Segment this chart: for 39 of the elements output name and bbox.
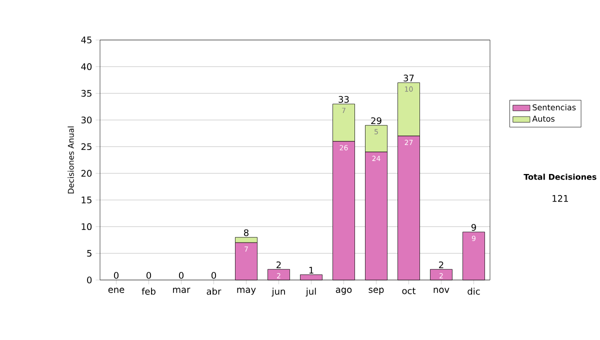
x-tick-label: mar bbox=[173, 288, 190, 293]
x-tick-label: ago bbox=[336, 288, 352, 295]
total-label: 9 bbox=[471, 224, 476, 231]
total-label: 0 bbox=[211, 272, 216, 279]
y-tick-label: 45 bbox=[81, 36, 92, 44]
total-label: 0 bbox=[114, 272, 119, 279]
text: Total Decisiones bbox=[524, 174, 596, 180]
y-tick-label: 25 bbox=[81, 143, 92, 150]
x-tick-label: feb bbox=[142, 288, 156, 295]
total-label: 0 bbox=[178, 272, 184, 279]
total-label: 2 bbox=[276, 261, 281, 268]
x-tick-label: oct bbox=[402, 288, 416, 294]
y-tick-label: 10 bbox=[82, 223, 92, 230]
y-tick-label: 0 bbox=[87, 276, 92, 284]
legend-label: Autos bbox=[532, 116, 555, 122]
total-label: 33 bbox=[338, 96, 349, 103]
total-label: 37 bbox=[404, 74, 414, 82]
x-tick-label: sep bbox=[368, 288, 384, 295]
x-tick-label: jun bbox=[272, 288, 285, 296]
total-label: 2 bbox=[439, 261, 444, 268]
y-tick-label: 5 bbox=[87, 250, 92, 257]
y-tick-label: 35 bbox=[81, 90, 92, 97]
x-tick-label: abr bbox=[206, 288, 222, 295]
text: 121 bbox=[552, 195, 568, 202]
y-tick-label: 20 bbox=[81, 170, 92, 177]
x-tick-label: jul bbox=[306, 288, 316, 296]
y-tick-label: 40 bbox=[81, 63, 92, 70]
total-label: 8 bbox=[244, 229, 249, 236]
x-tick-label: nov bbox=[434, 288, 450, 293]
total-label: 1 bbox=[309, 266, 314, 274]
x-tick-label: may bbox=[237, 288, 256, 295]
legend-label: Sentencias bbox=[532, 104, 576, 110]
y-tick-label: 15 bbox=[82, 196, 92, 204]
total-label: 29 bbox=[371, 117, 382, 124]
y-axis-title: Decisiones Anual bbox=[68, 126, 74, 194]
x-tick-label: dic bbox=[468, 288, 480, 295]
x-tick-label: ene bbox=[108, 288, 124, 293]
y-tick-label: 30 bbox=[81, 116, 92, 124]
total-label: 0 bbox=[146, 272, 152, 279]
